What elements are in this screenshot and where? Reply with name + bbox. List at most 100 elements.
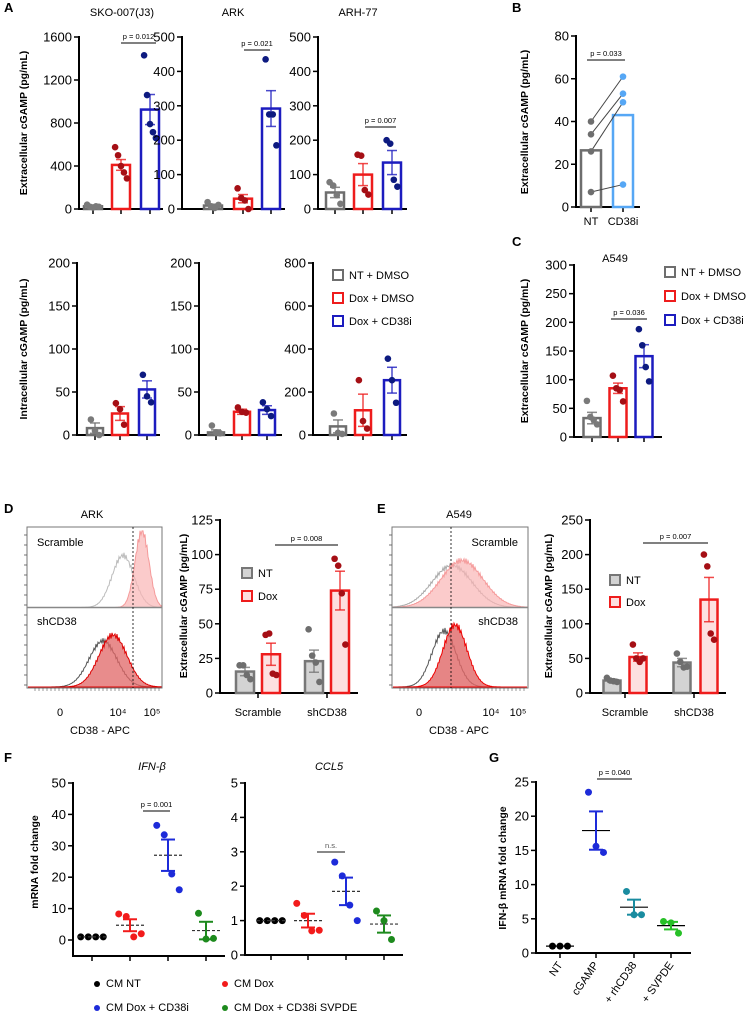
data-point: [95, 203, 103, 211]
data-point: [208, 422, 216, 429]
legend-dot: [94, 1005, 100, 1011]
data-point: [153, 821, 161, 829]
chart-A_int_arh: 0 200 400 600 800: [284, 256, 407, 443]
panel-label-a: A: [4, 0, 14, 15]
y-tick-label: 2: [231, 879, 238, 894]
data-point: [273, 142, 280, 149]
y-tick-label: 100: [545, 372, 567, 387]
data-point: [305, 626, 312, 633]
title-ifnb: IFN-β: [138, 761, 166, 773]
y-tick-label: 1: [231, 913, 238, 928]
x-category-label: Scramble: [602, 707, 648, 719]
data-point: [95, 431, 103, 439]
y-tick-label: 20: [555, 157, 569, 172]
ylabel-f: mRNA fold change: [29, 815, 41, 909]
data-point: [583, 397, 591, 405]
data-point: [587, 118, 595, 125]
y-tick-label: 100: [561, 616, 583, 631]
y-tick-label: 250: [545, 286, 567, 301]
data-point: [116, 405, 124, 413]
data-point: [259, 399, 267, 406]
data-point: [388, 936, 395, 944]
y-tick-label: 150: [561, 582, 583, 597]
data-point: [645, 378, 653, 385]
y-tick-label: 4: [231, 810, 238, 825]
data-point: [619, 398, 627, 405]
data-point: [700, 551, 708, 558]
data-point: [308, 652, 316, 659]
data-point: [331, 858, 339, 866]
data-point: [710, 636, 718, 644]
legend-swatch: [332, 269, 344, 281]
title-sko: SKO-007(J3): [90, 7, 154, 19]
y-tick-label: 0: [63, 428, 70, 443]
chart-A_ext_ark: 0 100 200 300 400 500 p = 0.021: [153, 30, 285, 217]
data-point: [629, 641, 637, 648]
y-tick-label: 200: [48, 256, 70, 271]
legend-swatch: [664, 266, 676, 278]
data-point: [330, 410, 338, 417]
y-tick-label: 60: [555, 71, 569, 86]
data-point: [704, 563, 711, 570]
panel-label-g: G: [489, 750, 499, 765]
legend-dot: [222, 981, 228, 987]
data-point: [357, 152, 365, 159]
data-point: [139, 371, 147, 379]
legend-dot: [222, 1005, 228, 1011]
legend-swatch: [241, 590, 253, 602]
flow-plot-d: [24, 526, 163, 691]
y-tick-label: 200: [284, 385, 306, 400]
data-point: [120, 421, 128, 428]
legend-dot: [94, 981, 100, 987]
y-tick-label: 50: [553, 401, 567, 416]
y-tick-label: 300: [545, 258, 567, 273]
legend-label: NT + DMSO: [349, 270, 409, 282]
legend-swatch: [332, 292, 344, 304]
legend-label: Dox: [626, 597, 646, 609]
flow-d-bottom-label: shCD38: [37, 616, 77, 628]
data-point: [234, 404, 242, 411]
data-point: [122, 912, 130, 920]
data-point: [140, 51, 148, 59]
ylabel-a-intracellular: Intracellular cGAMP (pg/mL): [18, 279, 30, 420]
title-ark: ARK: [222, 7, 245, 19]
y-tick-label: 30: [52, 838, 66, 853]
data-point: [117, 162, 125, 170]
chart-A_ext_sko: 0 400 800 1200 1600 p = 0.012: [43, 30, 163, 217]
paired-line: [590, 93, 624, 135]
data-point: [390, 176, 398, 184]
legend-label: Dox: [258, 591, 278, 603]
chart-B: 0 20 40 60 80 NT CD38i p = 0.033: [555, 29, 640, 228]
y-tick-label: 20: [515, 809, 529, 824]
y-tick-label: 200: [170, 256, 192, 271]
y-tick-label: 0: [65, 202, 72, 217]
y-tick-label: 100: [289, 167, 311, 182]
flow-e-xlabel: CD38 - APC: [429, 725, 489, 737]
y-tick-label: 10: [52, 901, 66, 916]
data-point: [609, 372, 617, 379]
y-tick-label: 5: [522, 911, 529, 926]
y-tick-label: 0: [576, 686, 583, 701]
legend-f: CM NT CM Dox CM Dox + CD38i CM Dox + CD38i …: [94, 978, 357, 1014]
data-point: [143, 91, 151, 99]
flow-e-xtick: 10⁵: [510, 707, 527, 719]
data-point: [91, 427, 99, 435]
data-point: [639, 655, 647, 662]
data-point: [195, 909, 202, 917]
y-tick-label: 50: [56, 385, 70, 400]
ylabel-g: IFN-β mRNA fold change: [497, 806, 509, 929]
y-tick-label: 0: [168, 202, 175, 217]
legend-label: Dox + DMSO: [349, 293, 415, 305]
data-point: [263, 405, 271, 413]
p-value-label: p = 0.021: [241, 39, 273, 48]
y-tick-label: 100: [170, 342, 192, 357]
flow-e-top-label: Scramble: [472, 537, 518, 549]
y-tick-label: 40: [555, 114, 569, 129]
y-tick-label: 200: [545, 315, 567, 330]
p-value-label: p = 0.033: [590, 49, 622, 58]
y-tick-label: 10: [515, 877, 529, 892]
data-point: [239, 662, 247, 669]
data-point: [635, 325, 643, 333]
data-point: [245, 205, 252, 213]
ylabel-b: Extracellular cGAMP (pg/mL): [519, 50, 531, 195]
